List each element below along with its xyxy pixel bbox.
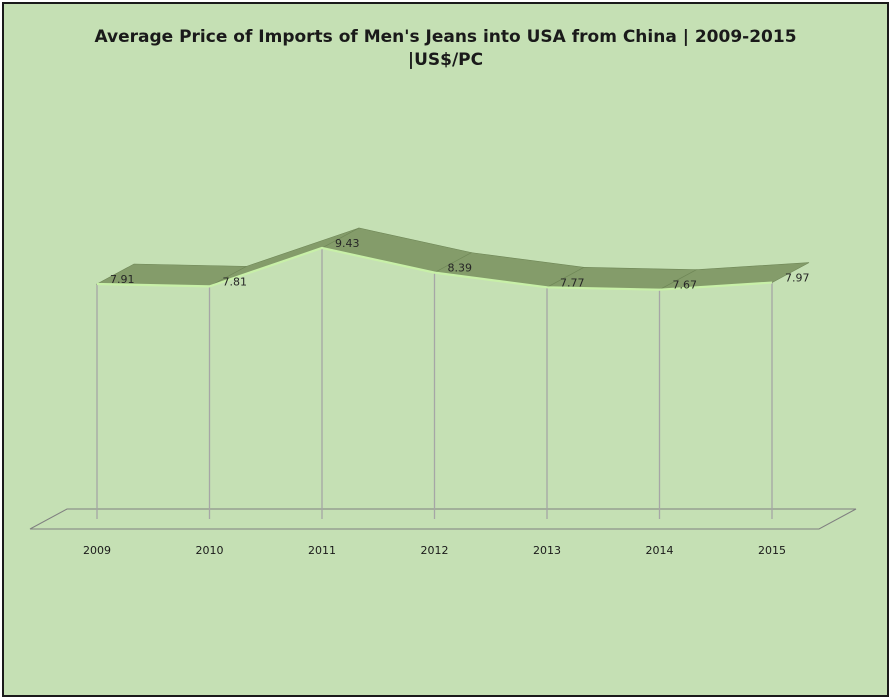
data-label-2011: 9.43	[335, 237, 360, 250]
ribbon-front-edge	[96, 246, 773, 291]
chart-title: Average Price of Imports of Men's Jeans …	[4, 26, 887, 72]
x-tick-label-2012: 2012	[421, 544, 449, 557]
data-label-2015: 7.97	[785, 272, 810, 285]
x-tick-label-2015: 2015	[758, 544, 786, 557]
chart-title-line-1: Average Price of Imports of Men's Jeans …	[94, 27, 797, 47]
data-label-2013: 7.77	[560, 276, 585, 289]
chart-floor	[29, 508, 857, 530]
x-tick-label-2013: 2013	[533, 544, 561, 557]
data-label-2009: 7.91	[110, 273, 135, 286]
x-tick-label-2010: 2010	[196, 544, 224, 557]
data-label-2014: 7.67	[673, 279, 698, 292]
x-tick-label-2009: 2009	[83, 544, 111, 557]
data-label-2012: 8.39	[448, 262, 473, 275]
chart-title-line-2: |US$/PC	[407, 50, 484, 70]
x-tick-label-2011: 2011	[308, 544, 336, 557]
data-label-2010: 7.81	[223, 275, 248, 288]
x-tick-label-2014: 2014	[646, 544, 674, 557]
